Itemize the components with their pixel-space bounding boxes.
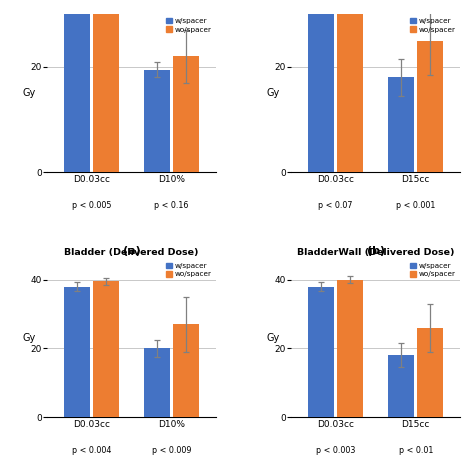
Legend: w/spacer, wo/spacer: w/spacer, wo/spacer bbox=[166, 18, 212, 33]
Bar bbox=[145, 348, 170, 417]
Bar bbox=[417, 328, 443, 417]
Y-axis label: Gy: Gy bbox=[266, 88, 280, 98]
Bar bbox=[173, 56, 199, 172]
Bar bbox=[64, 0, 90, 172]
Bar bbox=[93, 0, 118, 172]
Text: p < 0.003: p < 0.003 bbox=[316, 446, 355, 455]
Bar bbox=[308, 0, 334, 172]
Bar bbox=[145, 70, 170, 172]
Text: p < 0.001: p < 0.001 bbox=[396, 201, 436, 210]
Text: (a): (a) bbox=[123, 246, 140, 256]
Text: (b): (b) bbox=[366, 246, 385, 256]
Text: p < 0.01: p < 0.01 bbox=[399, 446, 433, 455]
Bar bbox=[173, 324, 199, 417]
Bar bbox=[417, 41, 443, 172]
Text: p < 0.009: p < 0.009 bbox=[152, 446, 191, 455]
Text: p < 0.005: p < 0.005 bbox=[72, 201, 111, 210]
Legend: w/spacer, wo/spacer: w/spacer, wo/spacer bbox=[166, 263, 212, 277]
Text: p < 0.004: p < 0.004 bbox=[72, 446, 111, 455]
Legend: w/spacer, wo/spacer: w/spacer, wo/spacer bbox=[410, 263, 456, 277]
Bar bbox=[337, 280, 363, 417]
Text: p < 0.16: p < 0.16 bbox=[155, 201, 189, 210]
Bar bbox=[64, 287, 90, 417]
Y-axis label: Gy: Gy bbox=[22, 88, 36, 98]
Legend: w/spacer, wo/spacer: w/spacer, wo/spacer bbox=[410, 18, 456, 33]
Text: p < 0.07: p < 0.07 bbox=[319, 201, 353, 210]
Y-axis label: Gy: Gy bbox=[266, 333, 280, 343]
Bar bbox=[337, 0, 363, 172]
Y-axis label: Gy: Gy bbox=[22, 333, 36, 343]
Bar bbox=[389, 77, 414, 172]
Bar bbox=[308, 287, 334, 417]
Title: BladderWall (Delivered Dose): BladderWall (Delivered Dose) bbox=[297, 248, 455, 257]
Bar bbox=[93, 282, 118, 417]
Bar bbox=[389, 356, 414, 417]
Title: Bladder (Delivered Dose): Bladder (Delivered Dose) bbox=[64, 248, 199, 257]
